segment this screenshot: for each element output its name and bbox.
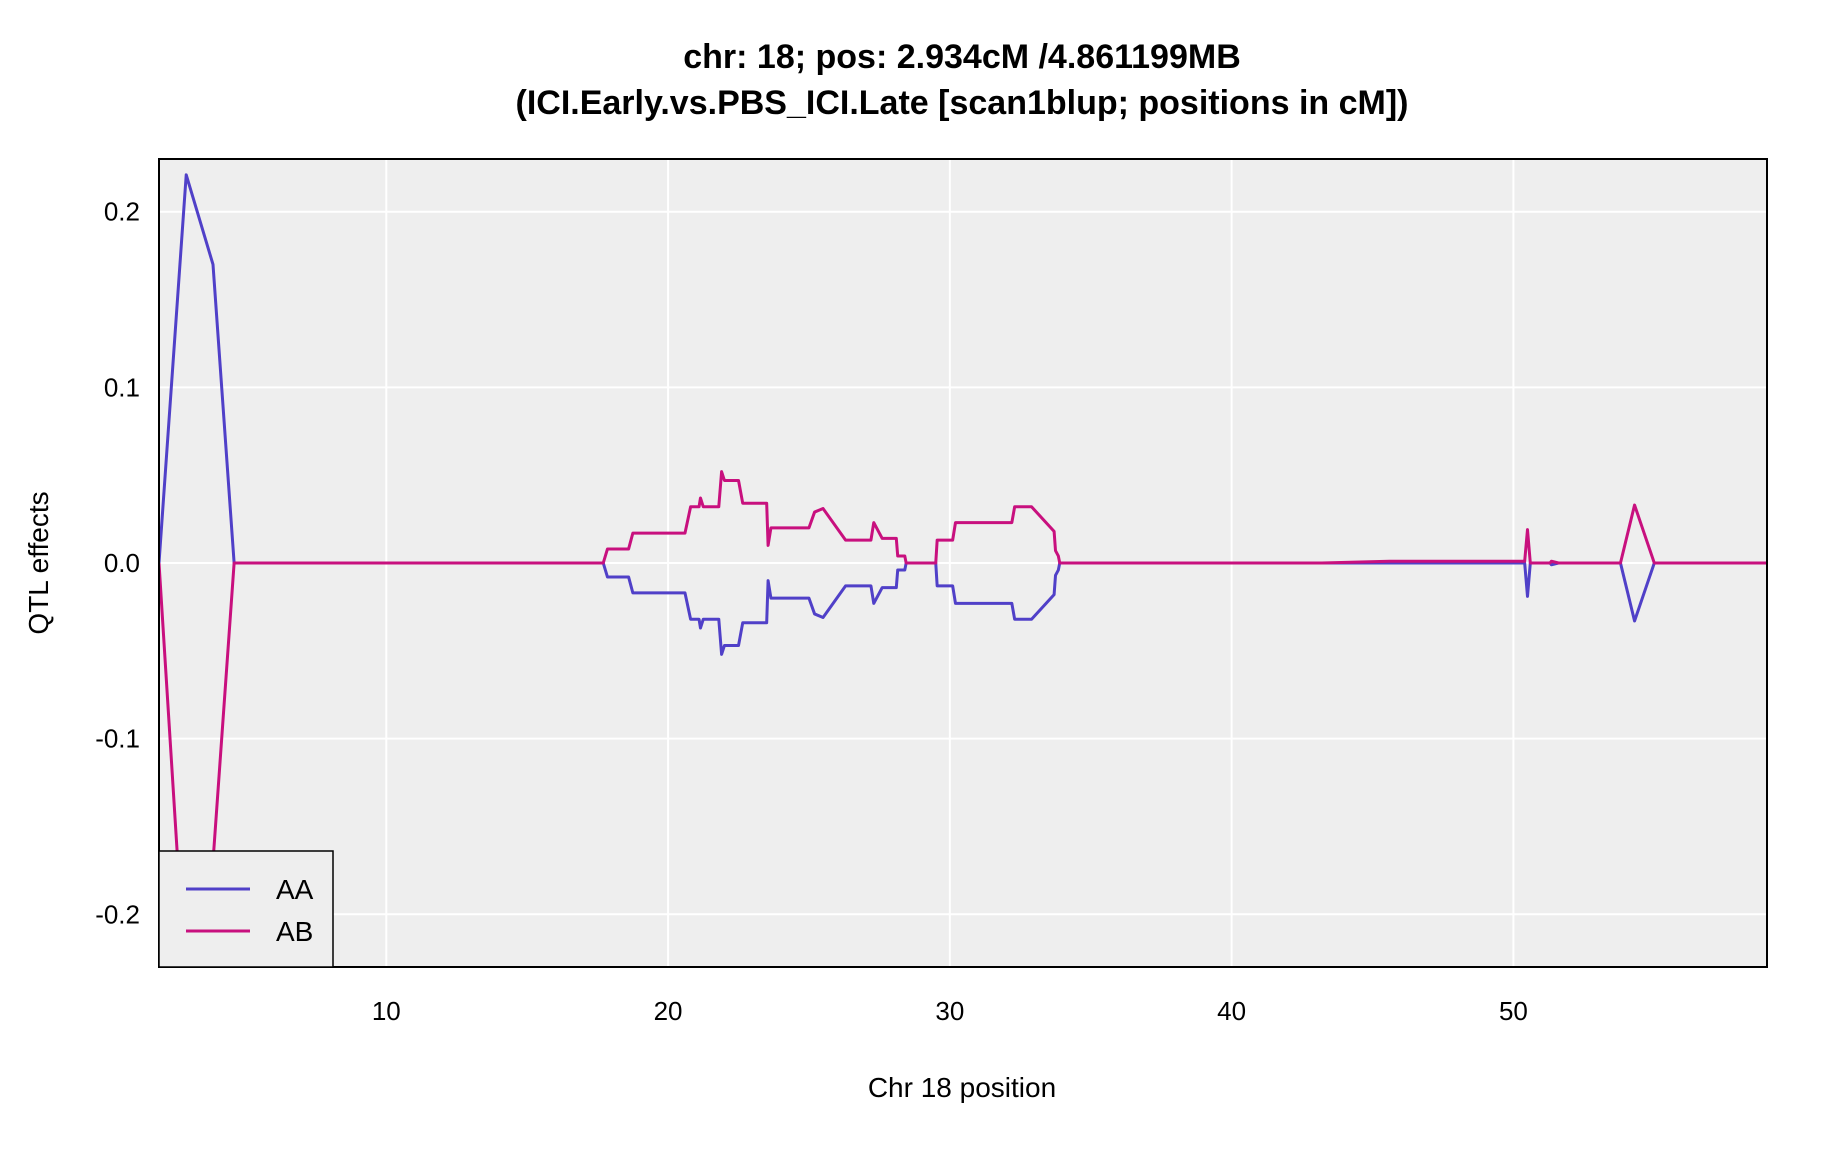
x-axis-ticks: 10 20 30 40 50 [372, 996, 1528, 1026]
x-tick-label: 30 [935, 996, 964, 1026]
y-axis-ticks: -0.2 -0.1 0.0 0.1 0.2 [95, 197, 140, 930]
y-tick-label: 0.0 [104, 548, 140, 578]
series-line-aa [159, 173, 1767, 656]
legend-box [158, 850, 334, 968]
y-tick-label: 0.2 [104, 197, 140, 227]
series-line-ab [159, 470, 1767, 864]
chart-subtitle: (ICI.Early.vs.PBS_ICI.Late [scan1blup; p… [516, 84, 1409, 122]
y-axis-label: QTL effects [23, 491, 54, 634]
series-lines [159, 173, 1767, 864]
legend-label-aa: AA [276, 874, 314, 905]
x-tick-label: 20 [654, 996, 683, 1026]
y-tick-label: 0.1 [104, 372, 140, 402]
x-tick-label: 40 [1217, 996, 1246, 1026]
plot-frame [158, 158, 1768, 968]
x-tick-label: 50 [1499, 996, 1528, 1026]
y-tick-label: -0.2 [95, 899, 140, 929]
legend: AA AB [158, 850, 334, 968]
x-axis-label: Chr 18 position [868, 1072, 1056, 1103]
legend-label-ab: AB [276, 916, 313, 947]
chart-title: chr: 18; pos: 2.934cM /4.861199MB [683, 38, 1241, 76]
y-tick-label: -0.1 [95, 724, 140, 754]
x-tick-label: 10 [372, 996, 401, 1026]
